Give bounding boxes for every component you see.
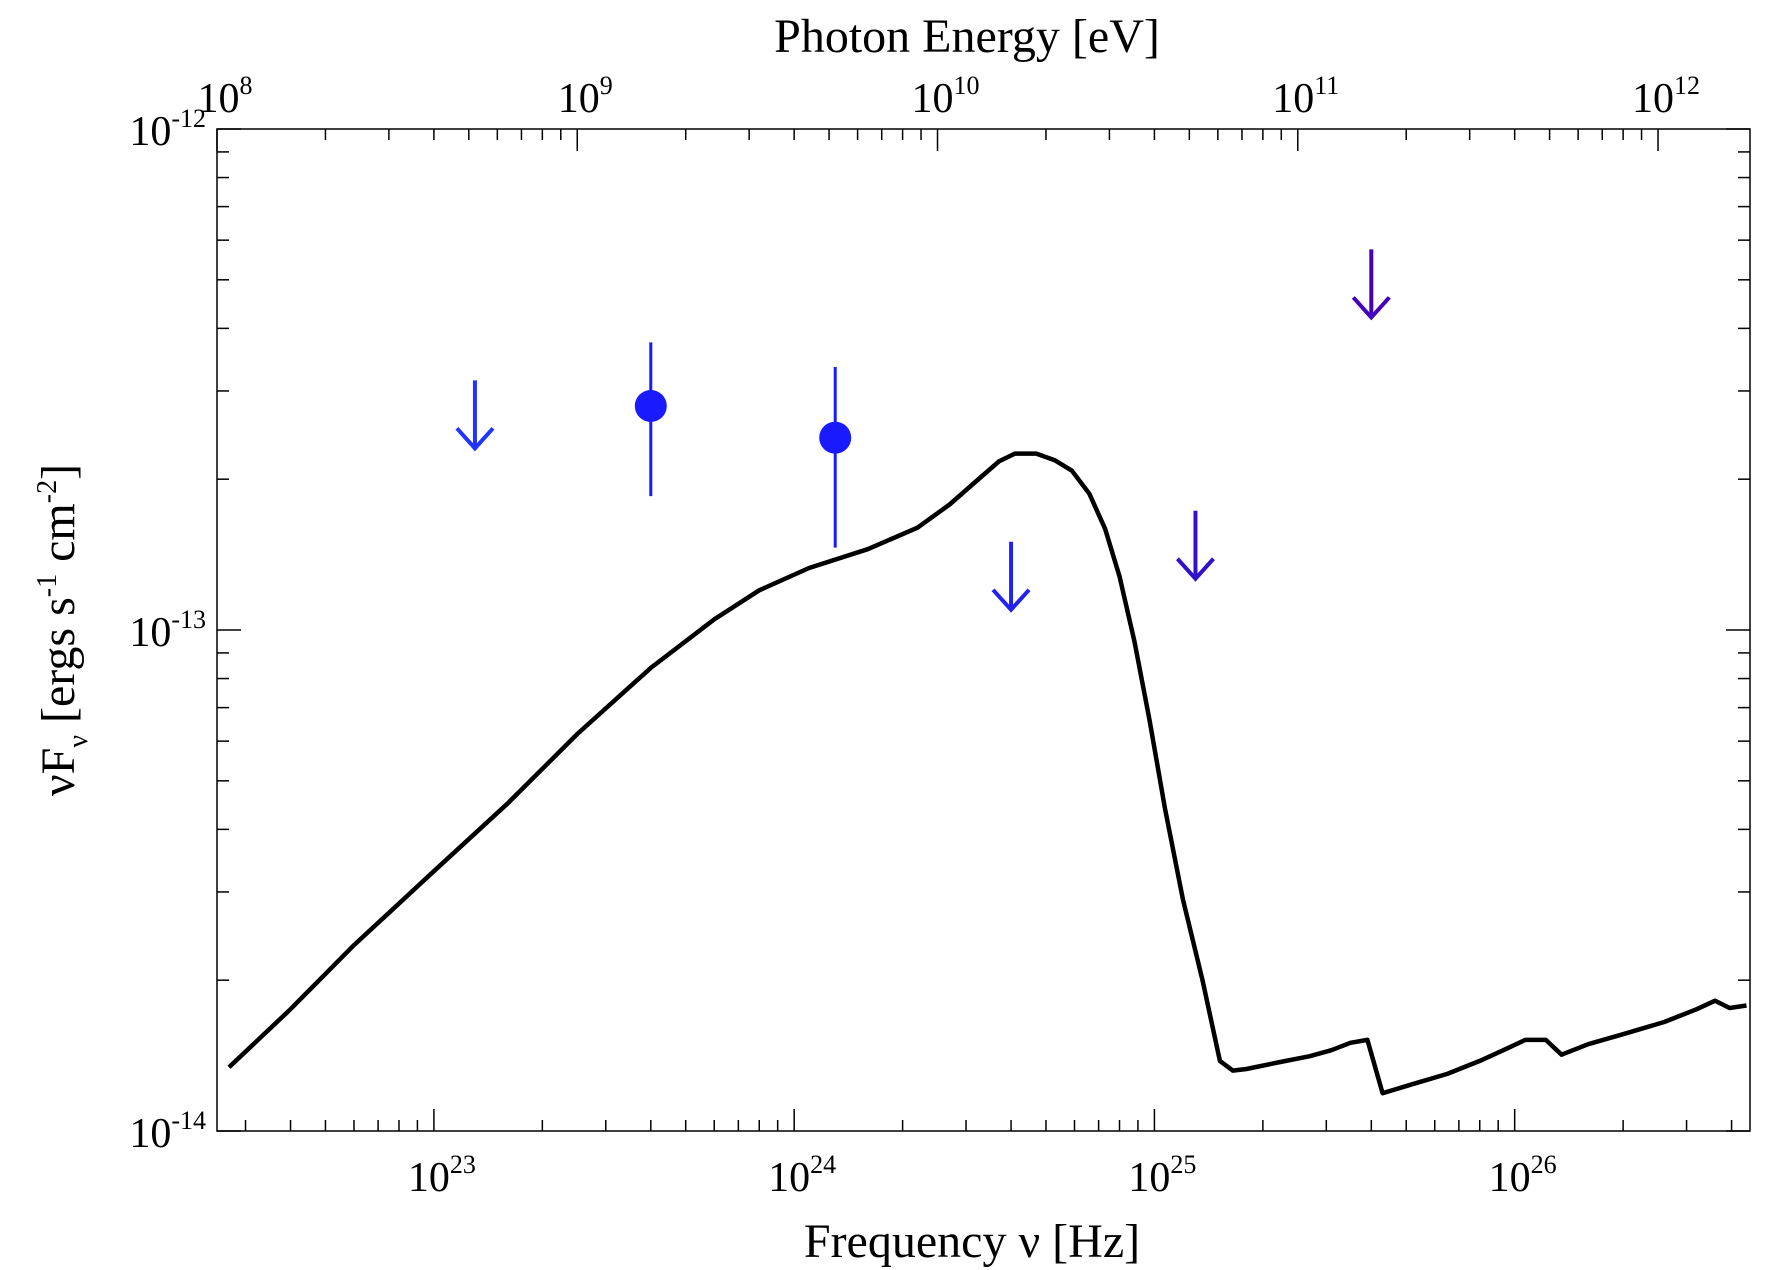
x2-tick-label-base: 10: [912, 76, 954, 122]
model-curve: [227, 451, 1747, 1096]
x-tick-label-exp: 24: [810, 1150, 836, 1179]
x-tick-label: 1026: [1489, 1150, 1557, 1201]
upper-limit-arrow: [1351, 249, 1391, 321]
x2-tick-label: 108: [198, 71, 253, 122]
x2-tick-label-base: 10: [198, 76, 240, 122]
y-tick-label-base: 10: [129, 1111, 171, 1157]
x-tick-label: 1025: [1128, 1150, 1196, 1201]
arrow-head: [1351, 296, 1391, 321]
plot-frame: [216, 128, 1751, 1132]
top-axis-title: Photon Energy [eV]: [774, 10, 1160, 63]
y-axis-title: νFν [ergs s-1 cm-2]: [32, 464, 94, 796]
x-tick-label-base: 10: [408, 1155, 450, 1201]
y-tick-label-exp: -12: [171, 104, 206, 133]
x2-tick-label-exp: 9: [600, 71, 613, 100]
x2-tick-label-base: 10: [1272, 76, 1314, 122]
y-tick-label: 10-14: [129, 1106, 206, 1157]
x2-tick-label: 1010: [912, 71, 980, 122]
bottom-axis-title: Frequency ν [Hz]: [804, 1215, 1140, 1268]
x2-tick-label-base: 10: [1632, 76, 1674, 122]
data-marker: [819, 421, 852, 454]
x2-tick-label: 109: [558, 71, 613, 122]
y-tick-label: 10-12: [129, 104, 206, 155]
x-tick-label-exp: 25: [1170, 1150, 1196, 1179]
y-title-sub: ν: [63, 735, 94, 748]
x-tick-label-exp: 26: [1531, 1150, 1557, 1179]
y-title-mid: cm: [32, 503, 85, 574]
arrow-head: [991, 588, 1031, 613]
data-marker: [634, 389, 667, 422]
y-title-close: ]: [32, 464, 85, 480]
y-tick-label-exp: -13: [171, 605, 206, 634]
arrow-head: [1175, 557, 1215, 582]
y-tick-label-exp: -14: [171, 1106, 206, 1135]
detection-point: [634, 342, 667, 497]
y-tick-label-base: 10: [129, 109, 171, 155]
y-tick-label-base: 10: [129, 610, 171, 656]
y-tick-label: 10-13: [129, 605, 206, 656]
x-tick-label: 1023: [408, 1150, 476, 1201]
x-tick-label-base: 10: [1128, 1155, 1170, 1201]
x2-tick-label: 1012: [1632, 71, 1700, 122]
x-tick-label: 1024: [768, 1150, 836, 1201]
x2-tick-label-exp: 10: [954, 71, 980, 100]
upper-limit-arrow: [455, 380, 495, 452]
data-layer: [227, 249, 1747, 1096]
x2-tick-label-base: 10: [558, 76, 600, 122]
x2-tick-label-exp: 11: [1314, 71, 1339, 100]
x-tick-label-base: 10: [1489, 1155, 1531, 1201]
upper-limit-arrow: [991, 541, 1031, 613]
arrow-head: [455, 427, 495, 452]
x2-tick-label-exp: 12: [1674, 71, 1700, 100]
x2-tick-label: 1011: [1272, 71, 1339, 122]
x-tick-label-base: 10: [768, 1155, 810, 1201]
y-title-exp2: -2: [32, 480, 63, 503]
x2-tick-label-exp: 8: [240, 71, 253, 100]
y-title-exp1: -1: [32, 574, 63, 597]
y-title-main: νF: [32, 748, 85, 796]
tick-marks: [216, 128, 1750, 1132]
x-tick-label-exp: 23: [450, 1150, 476, 1179]
upper-limit-arrow: [1175, 510, 1215, 582]
y-title-rest: [ergs s: [32, 597, 85, 735]
detection-point: [819, 366, 852, 548]
